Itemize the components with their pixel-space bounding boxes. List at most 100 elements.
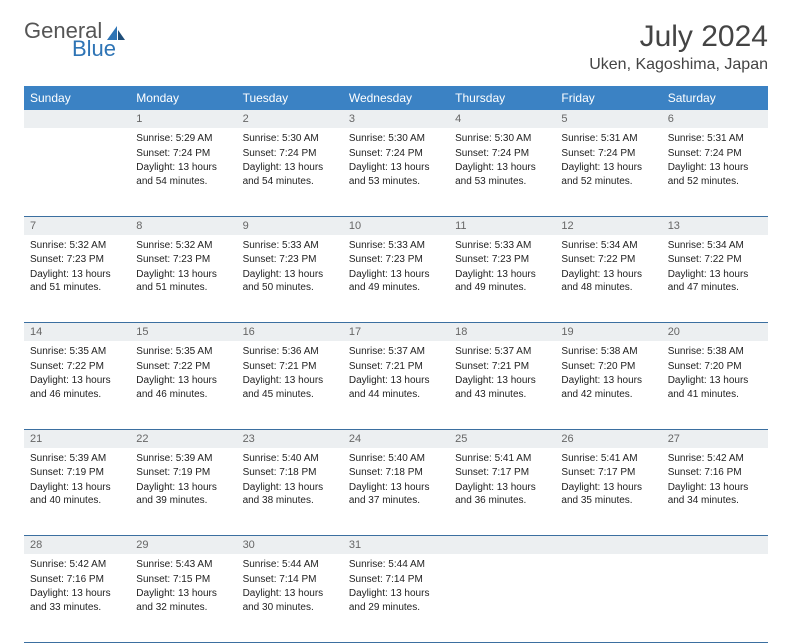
day-body-row: Sunrise: 5:42 AMSunset: 7:16 PMDaylight:… (24, 554, 768, 642)
day-number-cell: 10 (343, 216, 449, 235)
sunset-text: Sunset: 7:22 PM (136, 360, 230, 374)
day-details: Sunrise: 5:43 AMSunset: 7:15 PMDaylight:… (130, 554, 236, 621)
sunset-text: Sunset: 7:17 PM (455, 466, 549, 480)
sunrise-text: Sunrise: 5:30 AM (349, 132, 443, 146)
day-details: Sunrise: 5:44 AMSunset: 7:14 PMDaylight:… (343, 554, 449, 621)
daylight-text: Daylight: 13 hours and 51 minutes. (136, 268, 230, 295)
day-body-cell (555, 554, 661, 642)
day-details: Sunrise: 5:38 AMSunset: 7:20 PMDaylight:… (662, 341, 768, 408)
brand-part2: Blue (72, 38, 128, 60)
sunrise-text: Sunrise: 5:31 AM (561, 132, 655, 146)
day-number-cell: 2 (237, 110, 343, 128)
day-details: Sunrise: 5:30 AMSunset: 7:24 PMDaylight:… (343, 128, 449, 195)
sunset-text: Sunset: 7:14 PM (349, 573, 443, 587)
day-details: Sunrise: 5:37 AMSunset: 7:21 PMDaylight:… (449, 341, 555, 408)
daylight-text: Daylight: 13 hours and 45 minutes. (243, 374, 337, 401)
sunrise-text: Sunrise: 5:36 AM (243, 345, 337, 359)
day-details: Sunrise: 5:42 AMSunset: 7:16 PMDaylight:… (24, 554, 130, 621)
day-body-cell: Sunrise: 5:32 AMSunset: 7:23 PMDaylight:… (130, 235, 236, 323)
day-number-row: 28293031 (24, 536, 768, 555)
day-number-row: 78910111213 (24, 216, 768, 235)
sunset-text: Sunset: 7:22 PM (561, 253, 655, 267)
day-details: Sunrise: 5:38 AMSunset: 7:20 PMDaylight:… (555, 341, 661, 408)
sunrise-text: Sunrise: 5:38 AM (561, 345, 655, 359)
daylight-text: Daylight: 13 hours and 49 minutes. (349, 268, 443, 295)
daylight-text: Daylight: 13 hours and 32 minutes. (136, 587, 230, 614)
day-number-cell: 29 (130, 536, 236, 555)
day-body-cell: Sunrise: 5:43 AMSunset: 7:15 PMDaylight:… (130, 554, 236, 642)
day-details: Sunrise: 5:31 AMSunset: 7:24 PMDaylight:… (555, 128, 661, 195)
day-number-cell: 26 (555, 429, 661, 448)
sunrise-text: Sunrise: 5:32 AM (136, 239, 230, 253)
sunset-text: Sunset: 7:18 PM (349, 466, 443, 480)
day-details: Sunrise: 5:37 AMSunset: 7:21 PMDaylight:… (343, 341, 449, 408)
sunrise-text: Sunrise: 5:42 AM (668, 452, 762, 466)
sunset-text: Sunset: 7:23 PM (455, 253, 549, 267)
daylight-text: Daylight: 13 hours and 39 minutes. (136, 481, 230, 508)
daylight-text: Daylight: 13 hours and 42 minutes. (561, 374, 655, 401)
day-details: Sunrise: 5:35 AMSunset: 7:22 PMDaylight:… (24, 341, 130, 408)
weekday-header: Thursday (449, 86, 555, 110)
day-number-cell: 16 (237, 323, 343, 342)
day-body-cell: Sunrise: 5:30 AMSunset: 7:24 PMDaylight:… (237, 128, 343, 216)
day-number-cell: 28 (24, 536, 130, 555)
day-body-row: Sunrise: 5:35 AMSunset: 7:22 PM Daylight:… (24, 341, 768, 429)
sunrise-text: Sunrise: 5:33 AM (349, 239, 443, 253)
day-details: Sunrise: 5:34 AMSunset: 7:22 PMDaylight:… (662, 235, 768, 302)
weekday-header: Sunday (24, 86, 130, 110)
day-number-cell: 8 (130, 216, 236, 235)
day-details: Sunrise: 5:29 AMSunset: 7:24 PMDaylight:… (130, 128, 236, 195)
day-details: Sunrise: 5:31 AMSunset: 7:24 PMDaylight:… (662, 128, 768, 195)
day-body-cell: Sunrise: 5:29 AMSunset: 7:24 PMDaylight:… (130, 128, 236, 216)
daylight-text: Daylight: 13 hours and 49 minutes. (455, 268, 549, 295)
day-number-cell: 22 (130, 429, 236, 448)
day-number-row: 14151617181920 (24, 323, 768, 342)
sunset-text: Sunset: 7:24 PM (455, 147, 549, 161)
day-details: Sunrise: 5:35 AMSunset: 7:22 PMDaylight:… (130, 341, 236, 408)
day-details: Sunrise: 5:41 AMSunset: 7:17 PMDaylight:… (449, 448, 555, 515)
sunset-text: Sunset: 7:21 PM (455, 360, 549, 374)
day-details: Sunrise: 5:39 AMSunset: 7:19 PMDaylight:… (130, 448, 236, 515)
day-body-cell: Sunrise: 5:33 AMSunset: 7:23 PMDaylight:… (449, 235, 555, 323)
day-body-cell: Sunrise: 5:33 AMSunset: 7:23 PMDaylight:… (237, 235, 343, 323)
sunrise-text: Sunrise: 5:33 AM (243, 239, 337, 253)
day-number-cell: 13 (662, 216, 768, 235)
sunset-text: Sunset: 7:17 PM (561, 466, 655, 480)
sunrise-text: Sunrise: 5:29 AM (136, 132, 230, 146)
day-body-cell: Sunrise: 5:39 AMSunset: 7:19 PMDaylight:… (130, 448, 236, 536)
weekday-header: Monday (130, 86, 236, 110)
sunset-text: Sunset: 7:24 PM (668, 147, 762, 161)
day-body-cell: Sunrise: 5:41 AMSunset: 7:17 PMDaylight:… (555, 448, 661, 536)
sunrise-text: Sunrise: 5:44 AM (349, 558, 443, 572)
day-number-cell: 30 (237, 536, 343, 555)
weekday-header: Saturday (662, 86, 768, 110)
day-details: Sunrise: 5:33 AMSunset: 7:23 PMDaylight:… (449, 235, 555, 302)
sunset-text: Sunset: 7:22 PM (668, 253, 762, 267)
day-body-cell: Sunrise: 5:31 AMSunset: 7:24 PMDaylight:… (662, 128, 768, 216)
day-number-cell: 23 (237, 429, 343, 448)
sunrise-text: Sunrise: 5:38 AM (668, 345, 762, 359)
daylight-text: Daylight: 13 hours and 53 minutes. (455, 161, 549, 188)
day-body-cell: Sunrise: 5:30 AMSunset: 7:24 PMDaylight:… (343, 128, 449, 216)
sunset-text: Sunset: 7:21 PM (349, 360, 443, 374)
daylight-text: Daylight: 13 hours and 51 minutes. (30, 268, 124, 295)
day-body-cell: Sunrise: 5:33 AMSunset: 7:23 PMDaylight:… (343, 235, 449, 323)
day-number-cell: 5 (555, 110, 661, 128)
day-body-cell: Sunrise: 5:41 AMSunset: 7:17 PMDaylight:… (449, 448, 555, 536)
day-number-row: 21222324252627 (24, 429, 768, 448)
sunrise-text: Sunrise: 5:35 AM (136, 345, 230, 359)
day-number-cell: 19 (555, 323, 661, 342)
sunset-text: Sunset: 7:16 PM (30, 573, 124, 587)
daylight-text: Daylight: 13 hours and 36 minutes. (455, 481, 549, 508)
daylight-text: Daylight: 13 hours and 33 minutes. (30, 587, 124, 614)
sunrise-text: Sunrise: 5:42 AM (30, 558, 124, 572)
page-header: GeneralBlue July 2024 Uken, Kagoshima, J… (24, 20, 768, 74)
day-body-cell: Sunrise: 5:38 AMSunset: 7:20 PMDaylight:… (555, 341, 661, 429)
day-body-row: Sunrise: 5:32 AMSunset: 7:23 PMDaylight:… (24, 235, 768, 323)
day-body-cell: Sunrise: 5:34 AMSunset: 7:22 PMDaylight:… (662, 235, 768, 323)
weekday-header: Friday (555, 86, 661, 110)
sunset-text: Sunset: 7:16 PM (668, 466, 762, 480)
day-body-cell: Sunrise: 5:32 AMSunset: 7:23 PMDaylight:… (24, 235, 130, 323)
weekday-header-row: Sunday Monday Tuesday Wednesday Thursday… (24, 86, 768, 110)
day-number-cell: 27 (662, 429, 768, 448)
